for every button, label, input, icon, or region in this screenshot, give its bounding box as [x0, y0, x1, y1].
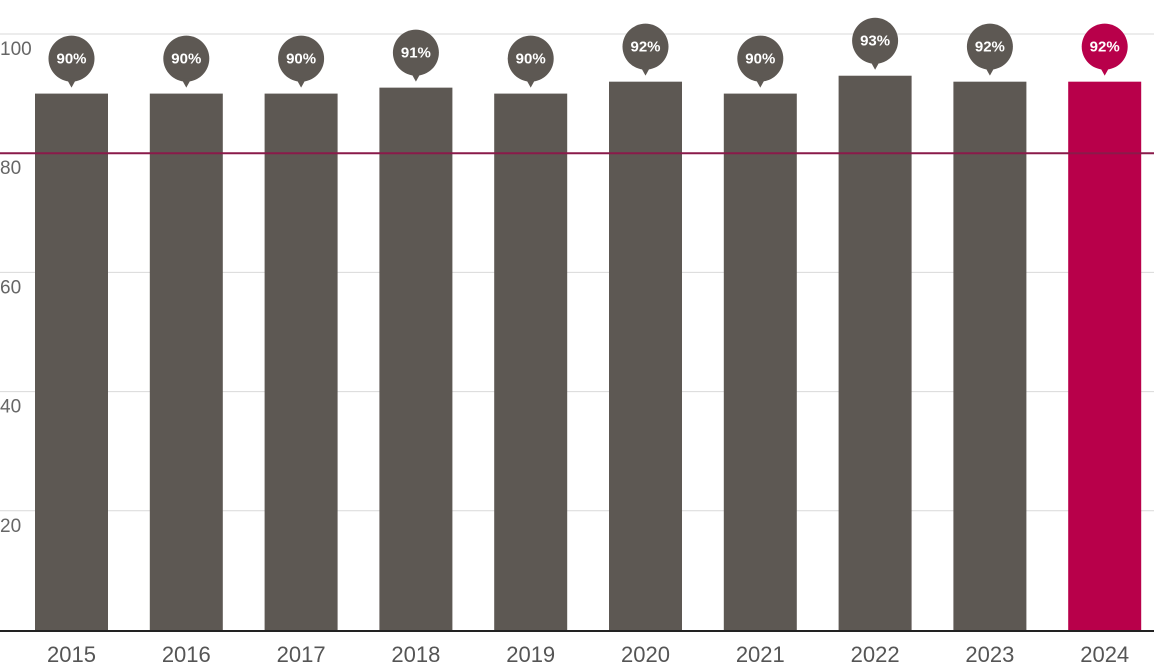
data-label-text-2017: 90% [286, 51, 316, 68]
data-label-pointer-2017 [296, 78, 307, 88]
x-tick-label-2024: 2024 [1080, 642, 1129, 667]
bar-2020 [609, 81, 682, 631]
y-tick-label-40: 40 [0, 397, 21, 418]
data-label-text-2016: 90% [171, 51, 201, 68]
y-tick-label-20: 20 [0, 516, 21, 537]
bar-2019 [494, 93, 568, 631]
bar-2018 [379, 87, 453, 630]
data-label-pointer-2019 [525, 78, 536, 88]
data-label-bubble-2023 [966, 23, 1013, 70]
data-label-2023: 92% [966, 23, 1013, 76]
data-label-2018: 91% [392, 29, 439, 82]
x-tick-label-2017: 2017 [277, 642, 326, 667]
data-label-2020: 92% [622, 23, 669, 76]
data-label-bubble-2016 [163, 35, 210, 82]
data-label-bubble-2019 [507, 35, 554, 82]
data-label-text-2020: 92% [630, 39, 660, 56]
data-label-bubble-2015 [48, 35, 95, 82]
bar-2015 [35, 93, 108, 631]
x-tick-label-2015: 2015 [47, 642, 96, 667]
data-label-pointer-2015 [66, 78, 77, 88]
y-tick-label-80: 80 [0, 158, 21, 179]
data-labels: 90% 90% 90% 91% 90% 92% 90% 93% 92% 92% [48, 17, 1128, 88]
data-label-2022: 93% [852, 17, 899, 70]
x-tick-label-2021: 2021 [736, 642, 785, 667]
data-label-text-2023: 92% [975, 39, 1005, 56]
x-tick-label-2020: 2020 [621, 642, 670, 667]
data-label-2015: 90% [48, 35, 95, 88]
data-label-bubble-2021 [737, 35, 784, 82]
data-label-2017: 90% [278, 35, 325, 88]
x-tick-label-2023: 2023 [965, 642, 1014, 667]
data-label-pointer-2024 [1099, 66, 1110, 76]
data-label-2021: 90% [737, 35, 784, 88]
bars [35, 75, 1142, 631]
data-label-text-2018: 91% [401, 45, 431, 62]
data-label-2024: 92% [1081, 23, 1128, 76]
data-label-text-2022: 93% [860, 33, 890, 50]
data-label-text-2015: 90% [56, 51, 86, 68]
data-label-pointer-2018 [410, 72, 421, 82]
data-label-bubble-2020 [622, 23, 669, 70]
data-label-bubble-2024 [1081, 23, 1128, 70]
data-label-2016: 90% [163, 35, 210, 88]
data-label-pointer-2020 [640, 66, 651, 76]
y-tick-label-60: 60 [0, 277, 21, 298]
x-tick-label-2019: 2019 [506, 642, 555, 667]
data-label-text-2019: 90% [516, 51, 546, 68]
bar-2016 [149, 93, 223, 631]
x-tick-label-2016: 2016 [162, 642, 211, 667]
data-label-pointer-2022 [870, 60, 881, 70]
data-label-pointer-2023 [984, 66, 995, 76]
data-label-pointer-2016 [181, 78, 192, 88]
bar-2017 [264, 93, 338, 631]
x-tick-label-2022: 2022 [851, 642, 900, 667]
data-label-text-2021: 90% [745, 51, 775, 68]
data-label-bubble-2022 [852, 17, 899, 64]
bar-2023 [953, 81, 1027, 631]
data-label-bubble-2017 [278, 35, 325, 82]
bar-2021 [723, 93, 797, 631]
data-label-pointer-2021 [755, 78, 766, 88]
bar-2024 [1068, 81, 1142, 631]
data-label-text-2024: 92% [1090, 39, 1120, 56]
x-tick-label-2018: 2018 [391, 642, 440, 667]
bar-2022 [838, 75, 912, 631]
data-label-bubble-2018 [392, 29, 439, 76]
data-label-2019: 90% [507, 35, 554, 88]
y-tick-label-100: 100 [0, 39, 32, 60]
axes: 20 40 60 80 100 2015 2016 2017 2018 2019 2020 2021 2… [0, 39, 1154, 667]
